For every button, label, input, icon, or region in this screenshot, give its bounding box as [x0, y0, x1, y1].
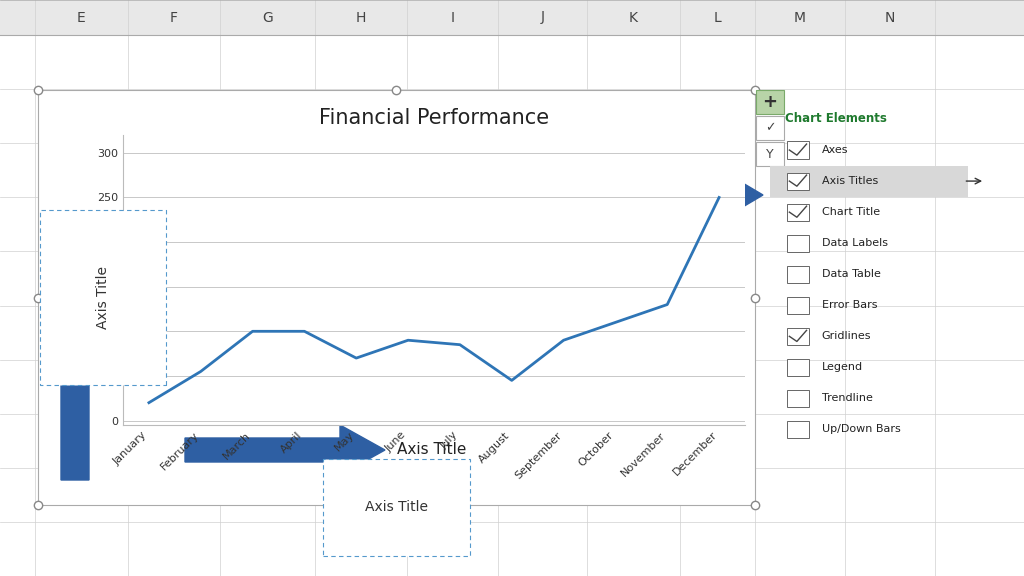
Text: Y: Y	[766, 147, 774, 161]
Bar	[0, 0, 1024, 35]
Text: Trendline: Trendline	[821, 393, 872, 403]
Bar	[756, 116, 784, 140]
FancyArrow shape	[47, 336, 102, 480]
Text: +: +	[763, 93, 777, 111]
Bar	[787, 234, 809, 252]
Text: Axis Title: Axis Title	[365, 501, 428, 514]
Text: J: J	[541, 10, 545, 25]
FancyArrow shape	[185, 425, 385, 475]
Text: Axis Titles: Axis Titles	[821, 176, 878, 186]
Text: Gridlines: Gridlines	[821, 331, 871, 342]
Text: L: L	[714, 10, 721, 25]
Bar	[787, 266, 809, 283]
Bar	[770, 165, 968, 196]
Text: Chart Elements: Chart Elements	[785, 112, 887, 125]
Text: Axis Title: Axis Title	[96, 266, 110, 329]
Bar	[787, 421, 809, 438]
Text: Axis Title: Axis Title	[397, 442, 466, 457]
Bar	[787, 390, 809, 407]
Text: M: M	[794, 10, 806, 25]
Bar	[756, 142, 784, 166]
FancyArrow shape	[608, 162, 763, 228]
Text: F: F	[170, 10, 178, 25]
Text: H: H	[355, 10, 367, 25]
Text: ✓: ✓	[765, 122, 775, 135]
Bar	[38, 90, 755, 505]
Text: Up/Down Bars: Up/Down Bars	[821, 425, 900, 434]
Text: Data Table: Data Table	[821, 269, 881, 279]
Text: Error Bars: Error Bars	[821, 300, 878, 310]
Bar	[787, 203, 809, 221]
Bar	[787, 328, 809, 345]
Text: Data Labels: Data Labels	[821, 238, 888, 248]
Text: Axes: Axes	[821, 145, 848, 155]
Title: Financial Performance: Financial Performance	[318, 108, 549, 128]
Bar	[787, 359, 809, 376]
Bar	[756, 90, 784, 114]
Text: E: E	[77, 10, 86, 25]
Text: K: K	[629, 10, 638, 25]
Bar	[787, 173, 809, 190]
Text: Legend: Legend	[821, 362, 863, 372]
Text: I: I	[451, 10, 455, 25]
Bar	[787, 142, 809, 158]
Bar	[787, 297, 809, 314]
Text: N: N	[885, 10, 895, 25]
Text: G: G	[262, 10, 272, 25]
Text: Chart Title: Chart Title	[821, 207, 880, 217]
